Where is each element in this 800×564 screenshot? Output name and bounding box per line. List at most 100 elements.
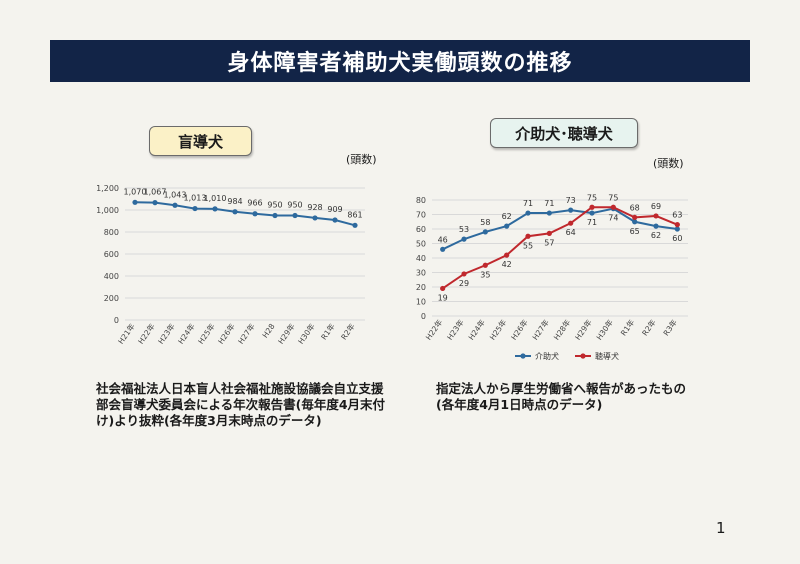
legend-label: 聴導犬 <box>595 351 619 361</box>
right-source-note: 指定法人から厚生労働省へ報告があったもの (各年度4月1日時点のデータ) <box>436 381 687 412</box>
y-tick-label: 30 <box>416 269 426 278</box>
data-label: 63 <box>672 211 682 220</box>
data-label: 1,013 <box>184 194 207 203</box>
x-tick-label: H26年 <box>508 317 529 342</box>
data-label: 53 <box>459 225 469 234</box>
x-tick-label: H23年 <box>444 317 465 342</box>
data-label: 69 <box>651 202 661 211</box>
data-label: 1,070 <box>124 187 147 196</box>
data-point <box>152 200 158 206</box>
y-tick-label: 400 <box>104 272 119 281</box>
data-point <box>546 210 552 216</box>
data-point <box>252 211 258 217</box>
left-unit-label: (頭数) <box>346 153 377 166</box>
data-point <box>440 285 446 292</box>
data-point <box>440 246 446 252</box>
legend-label: 介助犬 <box>535 351 559 361</box>
data-point <box>589 210 595 216</box>
data-label: 861 <box>347 210 362 219</box>
data-label: 62 <box>651 231 661 240</box>
data-label: 35 <box>480 270 490 279</box>
data-point <box>172 202 178 208</box>
x-tick-label: H22年 <box>423 317 444 342</box>
x-tick-label: H28年 <box>551 317 572 342</box>
data-point <box>525 233 531 239</box>
data-point <box>212 206 218 212</box>
legend-marker <box>580 353 586 359</box>
x-tick-label: R1年 <box>618 317 637 337</box>
y-tick-label: 80 <box>416 196 426 205</box>
series-line-1 <box>442 206 678 290</box>
data-label: 58 <box>480 218 490 227</box>
data-point <box>312 215 318 221</box>
data-point <box>292 212 298 219</box>
data-point <box>192 205 198 212</box>
data-point <box>461 271 467 277</box>
data-label: 75 <box>587 193 597 202</box>
data-point <box>568 220 574 226</box>
series-line-0 <box>442 207 678 251</box>
data-label: 55 <box>523 241 533 250</box>
data-label: 966 <box>247 199 262 208</box>
y-tick-label: 50 <box>416 240 426 249</box>
data-point <box>482 229 488 235</box>
data-point <box>332 217 338 223</box>
page-title: 身体障害者補助犬実働頭数の推移 <box>50 40 750 82</box>
y-tick-label: 20 <box>416 283 426 292</box>
data-label: 950 <box>287 201 302 210</box>
data-label: 19 <box>438 293 448 302</box>
data-label: 62 <box>502 212 512 221</box>
data-label: 57 <box>544 238 554 247</box>
data-label: 950 <box>267 201 282 210</box>
data-point <box>632 214 638 220</box>
data-label: 1,010 <box>204 194 227 203</box>
x-tick-label: H24年 <box>466 317 487 342</box>
y-tick-label: 40 <box>416 254 426 263</box>
data-label: 29 <box>459 279 469 288</box>
data-label: 42 <box>502 260 512 269</box>
x-tick-label: R3年 <box>661 317 680 337</box>
data-label: 64 <box>566 228 576 237</box>
data-point <box>482 262 488 268</box>
data-label: 928 <box>307 203 322 212</box>
y-tick-label: 60 <box>416 225 426 234</box>
data-point <box>589 204 595 210</box>
data-label: 71 <box>523 199 533 208</box>
data-point <box>232 209 238 215</box>
data-point <box>653 223 659 229</box>
data-label: 73 <box>566 196 576 205</box>
y-tick-label: 0 <box>114 316 119 325</box>
y-tick-label: 800 <box>104 228 119 237</box>
data-label: 1,043 <box>164 190 187 199</box>
data-point <box>674 222 680 228</box>
data-label: 1,067 <box>144 188 167 197</box>
data-label: 71 <box>544 199 554 208</box>
legend-marker <box>520 353 526 359</box>
data-label: 68 <box>630 203 640 212</box>
data-point <box>546 230 552 236</box>
data-label: 71 <box>587 218 597 227</box>
service-hearing-dog-tag: 介助犬･聴導犬 <box>490 118 638 148</box>
data-point <box>461 236 467 242</box>
data-point <box>568 207 574 213</box>
data-label: 909 <box>327 205 342 214</box>
x-tick-label: R2年 <box>639 317 658 337</box>
data-label: 65 <box>630 227 640 236</box>
y-tick-label: 600 <box>104 250 119 259</box>
x-tick-label: H25年 <box>487 317 508 342</box>
y-tick-label: 1,200 <box>96 184 119 193</box>
page-number: 1 <box>716 519 726 537</box>
x-tick-label: H27年 <box>530 317 551 342</box>
data-point <box>504 223 510 229</box>
series-line-0 <box>134 201 356 227</box>
data-label: 74 <box>608 214 618 223</box>
guide-dog-tag: 盲導犬 <box>149 126 252 156</box>
x-tick-label: H29年 <box>572 317 593 342</box>
data-point <box>132 199 138 205</box>
y-tick-label: 200 <box>104 294 119 303</box>
y-tick-label: 0 <box>421 312 426 321</box>
data-point <box>610 204 616 210</box>
y-tick-label: 10 <box>416 298 426 307</box>
